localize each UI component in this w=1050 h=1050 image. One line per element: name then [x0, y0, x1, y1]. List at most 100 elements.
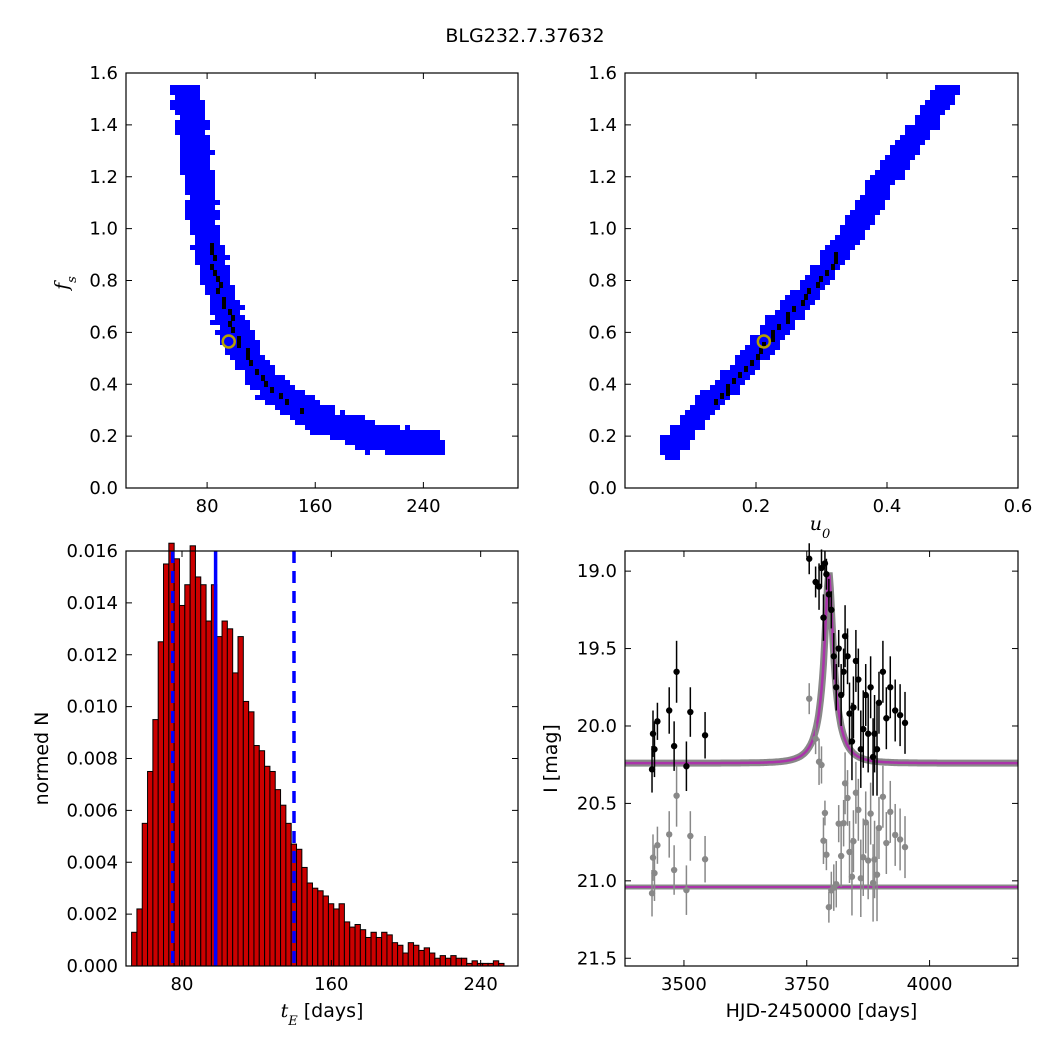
- contour-3sigma-cell: [200, 100, 205, 105]
- contour-3sigma-cell: [205, 185, 210, 190]
- contour-3sigma-cell: [205, 155, 210, 160]
- contour-3sigma-cell: [820, 280, 825, 285]
- residual-point: [649, 854, 657, 861]
- contour-3sigma-cell: [205, 125, 210, 130]
- contour-3sigma-cell: [280, 405, 285, 410]
- contour-3sigma-cell: [205, 165, 210, 170]
- contour-3sigma-cell: [200, 215, 205, 220]
- contour-3sigma-cell: [185, 145, 190, 150]
- residual-point: [873, 871, 881, 878]
- contour-3sigma-cell: [210, 275, 215, 280]
- contour-3sigma-cell: [205, 190, 210, 195]
- contour-3sigma-cell: [275, 380, 280, 385]
- contour-3sigma-cell: [760, 325, 765, 330]
- y-axis-label: I [mag]: [540, 724, 562, 793]
- contour-3sigma-cell: [205, 230, 210, 235]
- contour-3sigma-cell: [195, 255, 200, 260]
- contour-3sigma-cell: [355, 420, 360, 425]
- contour-3sigma-cell: [675, 440, 680, 445]
- contour-3sigma-cell: [185, 205, 190, 210]
- contour-3sigma-cell: [430, 445, 435, 450]
- contour-3sigma-cell: [800, 295, 805, 300]
- contour-3sigma-cell: [860, 205, 865, 210]
- best-chi-cell: [726, 384, 730, 390]
- y-tick-label: 21.0: [577, 871, 617, 892]
- contour-3sigma-cell: [820, 250, 825, 255]
- best-chi-cell: [771, 336, 775, 342]
- contour-3sigma-cell: [180, 155, 185, 160]
- contour-3sigma-cell: [895, 175, 900, 180]
- contour-3sigma-cell: [875, 185, 880, 190]
- contour-3sigma-cell: [195, 155, 200, 160]
- contour-3sigma-cell: [220, 255, 225, 260]
- histogram-bar: [221, 620, 228, 967]
- contour-3sigma-cell: [225, 310, 230, 315]
- x-tick-label: 0.2: [742, 496, 771, 517]
- best-chi-cell: [237, 336, 241, 342]
- contour-3sigma-cell: [250, 370, 255, 375]
- contour-3sigma-cell: [325, 430, 330, 435]
- contour-3sigma-cell: [210, 310, 215, 315]
- best-chi-cell: [816, 282, 820, 288]
- contour-3sigma-cell: [240, 305, 245, 310]
- contour-3sigma-cell: [200, 250, 205, 255]
- contour-3sigma-cell: [225, 305, 230, 310]
- contour-3sigma-cell: [675, 435, 680, 440]
- contour-3sigma-cell: [300, 390, 305, 395]
- data-point: [852, 657, 860, 665]
- contour-3sigma-cell: [235, 310, 240, 315]
- contour-3sigma-cell: [185, 185, 190, 190]
- contour-3sigma-cell: [195, 110, 200, 115]
- contour-3sigma-cell: [935, 110, 940, 115]
- contour-3sigma-cell: [205, 120, 210, 125]
- data-point: [860, 725, 867, 733]
- contour-3sigma-cell: [765, 355, 770, 360]
- contour-3sigma-cell: [205, 240, 210, 245]
- contour-3sigma-cell: [745, 360, 750, 365]
- contour-3sigma-cell: [230, 295, 235, 300]
- contour-3sigma-cell: [735, 390, 740, 395]
- y-tick-label: 0.4: [89, 374, 118, 395]
- y-tick-label: 1.4: [89, 115, 118, 136]
- contour-3sigma-cell: [260, 395, 265, 400]
- contour-3sigma-cell: [860, 215, 865, 220]
- y-axis-label: fs: [51, 276, 80, 292]
- best-chi-cell: [807, 288, 811, 294]
- contour-3sigma-cell: [880, 185, 885, 190]
- contour-3sigma-cell: [195, 175, 200, 180]
- contour-3sigma-cell: [195, 100, 200, 105]
- contour-3sigma-cell: [950, 90, 955, 95]
- contour-3sigma-cell: [845, 255, 850, 260]
- x-tick-label: 160: [314, 974, 348, 995]
- contour-3sigma-cell: [815, 270, 820, 275]
- contour-3sigma-cell: [400, 445, 405, 450]
- contour-3sigma-cell: [210, 180, 215, 185]
- contour-3sigma-cell: [185, 200, 190, 205]
- data-point: [833, 684, 840, 691]
- contour-3sigma-cell: [675, 430, 680, 435]
- contour-3sigma-cell: [735, 360, 740, 365]
- contour-3sigma-cell: [195, 145, 200, 150]
- histogram-bar: [189, 545, 196, 967]
- contour-3sigma-cell: [235, 330, 240, 335]
- contour-3sigma-cell: [820, 270, 825, 275]
- contour-3sigma-cell: [890, 165, 895, 170]
- contour-3sigma-cell: [810, 270, 815, 275]
- contour-3sigma-cell: [930, 125, 935, 130]
- residual-point: [850, 838, 857, 845]
- contour-3sigma-cell: [690, 405, 695, 410]
- contour-3sigma-cell: [855, 210, 860, 215]
- contour-3sigma-cell: [360, 435, 365, 440]
- contour-3sigma-cell: [200, 120, 205, 125]
- contour-3sigma-cell: [835, 235, 840, 240]
- contour-3sigma-cell: [815, 290, 820, 295]
- residual-point: [820, 837, 827, 844]
- contour-3sigma-cell: [875, 205, 880, 210]
- histogram-bar: [269, 770, 276, 967]
- contour-3sigma-cell: [405, 430, 410, 435]
- contour-3sigma-cell: [850, 210, 855, 215]
- contour-3sigma-cell: [230, 300, 235, 305]
- contour-3sigma-cell: [685, 420, 690, 425]
- contour-3sigma-cell: [940, 105, 945, 110]
- contour-3sigma-cell: [925, 130, 930, 135]
